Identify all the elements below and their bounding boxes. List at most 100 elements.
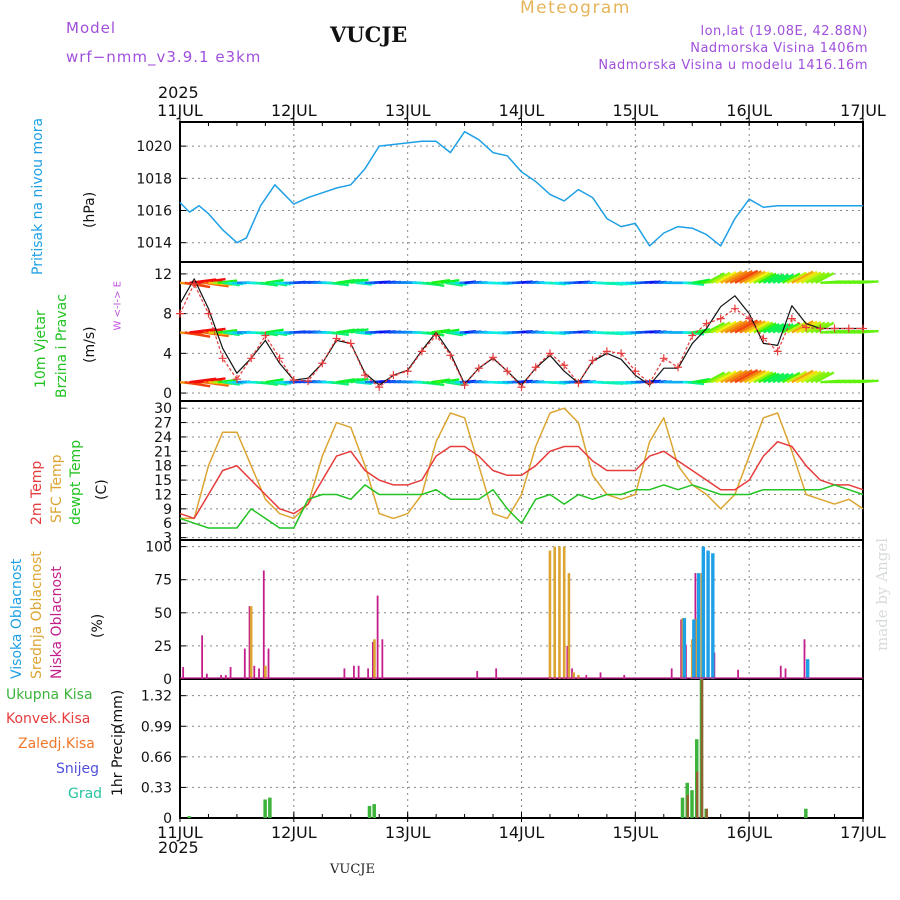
year-bottom: 2025 bbox=[158, 838, 199, 857]
y-tick-label: 21 bbox=[154, 444, 172, 460]
wind-barb bbox=[715, 320, 737, 334]
precip-total-bar bbox=[263, 799, 267, 818]
wind-barb bbox=[772, 273, 790, 284]
wind-gust-marker bbox=[773, 347, 782, 356]
wind-barb bbox=[815, 272, 835, 284]
wind-gust-marker bbox=[190, 279, 199, 288]
wind-gust-marker bbox=[688, 331, 697, 340]
wind-gust-marker bbox=[446, 351, 455, 360]
wind-barb bbox=[729, 319, 753, 334]
y-tick-label: 0.99 bbox=[141, 719, 172, 735]
y-tick-label: 15 bbox=[154, 473, 172, 489]
wind-barb bbox=[265, 328, 284, 334]
y-tick-label: 75 bbox=[154, 573, 172, 589]
wind-barb bbox=[710, 271, 731, 284]
wind-barb bbox=[800, 370, 822, 384]
y-tick-label: 0.66 bbox=[141, 750, 172, 766]
y-tick-label: 18 bbox=[154, 459, 172, 475]
wind-barb bbox=[786, 271, 808, 284]
wind-barb bbox=[777, 273, 794, 284]
wind-barb bbox=[748, 271, 770, 284]
station-title: VUCJE bbox=[330, 22, 408, 47]
precip-convective-bar bbox=[686, 794, 690, 818]
wind-barb bbox=[786, 370, 808, 384]
wind-barb bbox=[184, 331, 211, 338]
wind-gust-marker bbox=[531, 363, 540, 372]
wind-gust-marker bbox=[503, 367, 512, 376]
cloud-bar-low bbox=[267, 648, 270, 679]
cloud-bar-mid bbox=[577, 675, 580, 679]
wind-barb bbox=[729, 369, 753, 384]
precip-total-bar bbox=[690, 790, 694, 818]
y-tick-label: 12 bbox=[154, 267, 172, 283]
wind-gust-marker bbox=[859, 324, 867, 333]
wind-barb bbox=[810, 271, 830, 284]
wind-gust-marker bbox=[275, 354, 284, 363]
precip-total-bar bbox=[187, 816, 191, 818]
x-tick-label-bottom: 16JUL bbox=[726, 823, 772, 842]
wind-barb bbox=[184, 380, 211, 388]
wind-barb bbox=[426, 281, 445, 288]
wind-barb bbox=[791, 270, 814, 284]
wind-gust-marker bbox=[802, 323, 811, 332]
x-tick-label-top: 13JUL bbox=[385, 101, 431, 120]
wind-gust-marker bbox=[389, 371, 398, 380]
wind-gust-marker bbox=[204, 309, 213, 318]
y-tick-label: 12 bbox=[154, 487, 172, 503]
x-tick-label-top: 16JUL bbox=[726, 101, 772, 120]
cloud-bar-mid bbox=[572, 672, 575, 679]
wind-gust-marker bbox=[432, 331, 441, 340]
cloud-bar-low bbox=[220, 675, 222, 679]
wind-barb bbox=[440, 328, 460, 334]
wind-barb bbox=[198, 277, 226, 285]
wind-gust-marker bbox=[830, 324, 839, 333]
y-tick-label: 27 bbox=[154, 416, 172, 432]
wind-barb bbox=[786, 321, 808, 334]
cloud-bar-high bbox=[692, 619, 696, 679]
wind-barb bbox=[805, 371, 826, 384]
wind-barb bbox=[724, 270, 748, 284]
y-tick-label: 1014 bbox=[136, 236, 172, 252]
wind-barb bbox=[796, 270, 818, 284]
cloud-bar-low bbox=[262, 570, 265, 679]
cloud-bar-mid bbox=[567, 573, 571, 679]
y-tick-label: 24 bbox=[154, 430, 172, 446]
wind-barb bbox=[767, 372, 785, 384]
wind-barb bbox=[739, 270, 763, 284]
wind-barb bbox=[734, 369, 759, 384]
wind-barb bbox=[331, 380, 350, 386]
wind-gust-marker bbox=[360, 371, 369, 380]
wind-gust-marker bbox=[844, 324, 853, 333]
x-tick-label-bottom: 13JUL bbox=[385, 823, 431, 842]
cloud-bar-high bbox=[696, 573, 701, 679]
wind-barb bbox=[350, 278, 369, 285]
cloud-bar-low bbox=[737, 669, 739, 679]
wind-gust-marker bbox=[517, 383, 526, 392]
cloud-bar-low bbox=[670, 668, 673, 679]
cloud-bar-high bbox=[701, 546, 706, 679]
x-tick-label-bottom: 12JUL bbox=[271, 823, 317, 842]
wind-gust-marker bbox=[346, 339, 355, 348]
cloud-bar-mid bbox=[562, 546, 566, 679]
year-top: 2025 bbox=[158, 83, 199, 102]
footer-station: VUCJE bbox=[330, 862, 375, 877]
wind-gust-marker bbox=[417, 347, 426, 356]
cloud-bar-low bbox=[201, 635, 204, 679]
wind-barb bbox=[781, 322, 801, 334]
y-tick-label: 0 bbox=[163, 672, 172, 688]
wind-barb bbox=[767, 323, 785, 334]
wind-barb bbox=[805, 271, 826, 284]
precip-total-bar bbox=[804, 808, 808, 818]
elevation-info: Nadmorska Visina 1406m bbox=[690, 41, 868, 56]
wind-barb bbox=[858, 379, 879, 384]
cloud-bar-low bbox=[803, 639, 806, 679]
y-tick-label: 4 bbox=[163, 346, 172, 362]
wind-barb bbox=[265, 278, 284, 285]
cloud-bar-low bbox=[224, 675, 227, 679]
cloud-bar-low bbox=[253, 665, 256, 679]
wind-barb bbox=[772, 372, 790, 384]
wind-barb bbox=[762, 372, 780, 384]
wind-barb bbox=[203, 331, 229, 338]
wind-barb bbox=[203, 380, 229, 387]
